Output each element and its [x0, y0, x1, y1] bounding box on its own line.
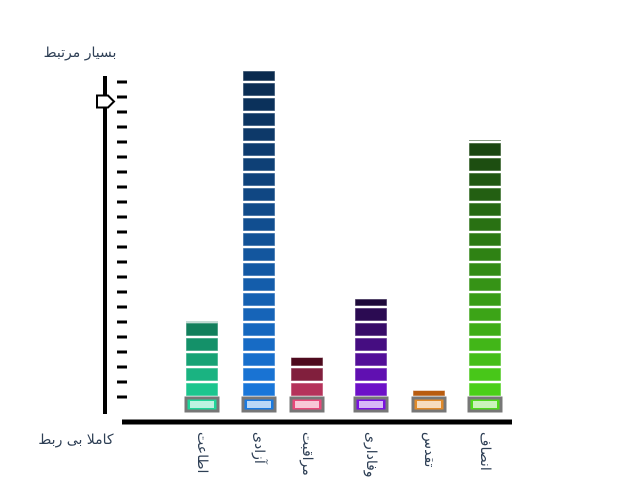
- bar-segment: [468, 262, 502, 277]
- bar-segment: [242, 112, 276, 127]
- bar: [289, 357, 325, 413]
- bar-segment: [242, 97, 276, 112]
- bar-segment: [185, 322, 219, 337]
- bar-segment: [468, 337, 502, 352]
- x-tick-label: اطاعت: [194, 432, 210, 473]
- bar: [467, 139, 503, 413]
- bar-segment: [242, 292, 276, 307]
- bar-segment: [468, 217, 502, 232]
- bar-segment: [242, 202, 276, 217]
- bar-segment: [242, 127, 276, 142]
- bar-highlight: [247, 401, 271, 408]
- bar-segment: [242, 262, 276, 277]
- bar-segment: [242, 322, 276, 337]
- bar-segment: [468, 172, 502, 187]
- bar-segment: [290, 367, 324, 382]
- bar-segment: [290, 382, 324, 397]
- x-tick-label: تقدس: [421, 432, 437, 468]
- bar-segment: [242, 247, 276, 262]
- bar-segment: [412, 390, 446, 397]
- bar-segment: [185, 382, 219, 397]
- bar-highlight: [473, 401, 497, 408]
- bar-highlight: [359, 401, 383, 408]
- bar-highlight: [295, 401, 319, 408]
- bar-highlight: [417, 401, 441, 408]
- bar: [353, 298, 389, 413]
- top-label: بسیار مرتبط: [44, 45, 117, 61]
- bar: [184, 321, 220, 413]
- bar-segment: [242, 232, 276, 247]
- bar-segment: [354, 337, 388, 352]
- bar-segment: [468, 139, 502, 142]
- bar-segment: [242, 307, 276, 322]
- bar-segment: [468, 292, 502, 307]
- bar-segment: [468, 247, 502, 262]
- bar-segment: [354, 352, 388, 367]
- bar-segment: [354, 307, 388, 322]
- bar-segment: [242, 217, 276, 232]
- bar-segment: [354, 298, 388, 307]
- bar-segment: [354, 382, 388, 397]
- bar-segment: [242, 337, 276, 352]
- bar-segment: [242, 367, 276, 382]
- bar-segment: [185, 367, 219, 382]
- x-tick-label: آزادی: [251, 432, 268, 465]
- bar: [411, 390, 447, 413]
- bar-segment: [468, 157, 502, 172]
- bar-segment: [468, 307, 502, 322]
- bar-segment: [242, 382, 276, 397]
- bar-segment: [468, 187, 502, 202]
- bar-segment: [242, 187, 276, 202]
- bar-segment: [290, 357, 324, 367]
- bottom-label: کاملا بی ربط: [38, 432, 114, 448]
- bar-segment: [468, 232, 502, 247]
- bar-segment: [354, 367, 388, 382]
- bar-segment: [242, 157, 276, 172]
- bar-segment: [185, 337, 219, 352]
- bar-segment: [468, 352, 502, 367]
- bar-segment: [242, 172, 276, 187]
- bar-segment: [242, 82, 276, 97]
- bar-segment: [468, 382, 502, 397]
- bar-segment: [185, 352, 219, 367]
- bar-segment: [354, 322, 388, 337]
- x-tick-label: مراقبت: [299, 432, 315, 476]
- bar-segment: [242, 352, 276, 367]
- bar-segment: [468, 202, 502, 217]
- x-tick-label: وفاداری: [363, 432, 379, 478]
- bar-segment: [468, 277, 502, 292]
- x-tick-label: انصاف: [477, 432, 493, 471]
- bar-segment: [242, 70, 276, 82]
- bar-segment: [468, 367, 502, 382]
- bar: [241, 70, 277, 413]
- bar-highlight: [190, 401, 214, 408]
- bar-segment: [185, 321, 219, 323]
- bar-segment: [242, 277, 276, 292]
- bar-segment: [468, 142, 502, 157]
- bar-segment: [468, 322, 502, 337]
- slider-handle: [96, 94, 116, 109]
- bar-segment: [242, 142, 276, 157]
